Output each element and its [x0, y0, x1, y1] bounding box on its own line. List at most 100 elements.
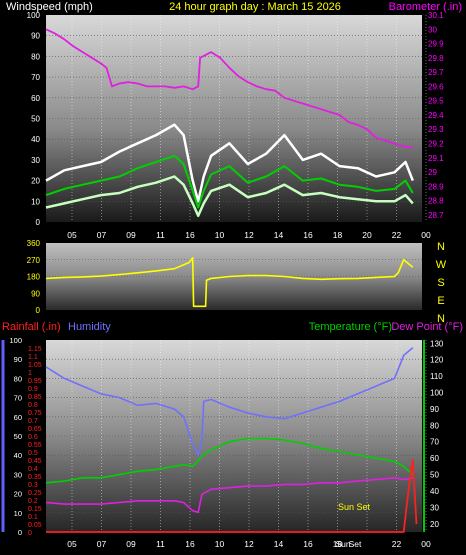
temperature-tick: 90 [430, 405, 439, 414]
hour-tick: 07 [97, 230, 107, 240]
humidity-tick: 0 [18, 528, 22, 537]
temperature-tick: 40 [430, 487, 439, 496]
compass-label: S [437, 277, 444, 289]
compass-label: N [437, 241, 445, 253]
barometer-tick: 29.6 [428, 82, 444, 91]
windspeed-tick: 0 [36, 218, 41, 227]
humidity-tick: 100 [9, 336, 22, 345]
humidity-tick: 10 [14, 509, 22, 518]
rainfall-tick: 0.7 [28, 418, 38, 425]
humidity-tick: 80 [14, 374, 22, 383]
rainfall-tick: 0.45 [28, 458, 42, 465]
direction-series [45, 257, 414, 308]
wind-avg-series [45, 154, 414, 209]
windspeed-axis-title: Windspeed (mph) [6, 1, 93, 13]
rainfall-tick: 0.55 [28, 442, 42, 449]
compass-label: W [436, 259, 447, 271]
compass-label: E [437, 295, 444, 307]
rainfall-tick: 0.95 [28, 378, 42, 385]
dew-point-axis-title: Dew Point (°F) [391, 321, 463, 333]
rainfall-tick: 0.15 [28, 506, 42, 513]
hour-tick: 00 [421, 230, 431, 240]
barometer-tick: 29.5 [428, 97, 444, 106]
windspeed-tick: 80 [31, 52, 40, 61]
rainfall-series [46, 459, 418, 533]
hour-tick: 10 [215, 230, 225, 240]
axis-ticks: 010203040506070809010028.728.828.92929.1… [1, 11, 447, 549]
compass-label: N [437, 313, 445, 325]
bottom-hour-tick: 05 [67, 539, 77, 549]
bottom-hour-tick: 07 [97, 539, 107, 549]
humidity-tick: 60 [14, 413, 22, 422]
bottom-hour-tick: 12 [244, 539, 254, 549]
humidity-tick: 90 [14, 355, 22, 364]
rainfall-tick: 0.4 [28, 466, 38, 473]
temperature-tick: 30 [430, 503, 439, 512]
windspeed-tick: 20 [31, 177, 40, 186]
rainfall-tick: 0.8 [28, 402, 38, 409]
rainfall-tick: 0.05 [28, 522, 42, 529]
barometer-tick: 29 [428, 168, 437, 177]
hour-tick: 16 [185, 230, 195, 240]
series-lines [45, 28, 418, 533]
barometer-axis-title: Barometer (.in) [389, 1, 462, 13]
barometer-tick: 28.9 [428, 182, 444, 191]
direction-tick: 180 [27, 273, 41, 282]
hour-tick: 05 [67, 230, 77, 240]
barometer-tick: 29.9 [428, 40, 444, 49]
hour-tick: 18 [333, 230, 343, 240]
bottom-hour-tick: 10 [215, 539, 225, 549]
sunset-annotation: Sun Set [338, 502, 371, 512]
windspeed-tick: 40 [31, 135, 40, 144]
rainfall-tick: 0.35 [28, 474, 42, 481]
barometer-series [45, 28, 413, 149]
temperature-tick: 60 [430, 454, 439, 463]
rainfall-tick: 0.75 [28, 410, 42, 417]
humidity-axis-title: Humidity [68, 321, 111, 333]
barometer-tick: 30.1 [428, 11, 444, 20]
barometer-tick: 29.1 [428, 154, 444, 163]
temperature-tick: 50 [430, 471, 439, 480]
bottom-hour-tick: 00 [421, 539, 431, 549]
temperature-series [45, 437, 414, 484]
temperature-tick: 110 [430, 372, 443, 381]
humidity-tick: 70 [14, 394, 22, 403]
hour-tick: 12 [244, 230, 254, 240]
rainfall-tick: 0.25 [28, 490, 42, 497]
hour-tick: 09 [126, 230, 136, 240]
temperature-tick: 20 [430, 520, 439, 529]
windspeed-tick: 90 [31, 32, 40, 41]
rainfall-tick: 0 [28, 530, 32, 537]
bottom-hour-tick: Set [349, 539, 362, 549]
windspeed-tick: 60 [31, 94, 40, 103]
temperature-tick: 100 [430, 389, 444, 398]
humidity-tick: 40 [14, 451, 22, 460]
barometer-tick: 28.7 [428, 211, 444, 220]
rainfall-tick: 0.9 [28, 386, 38, 393]
bottom-hour-tick: 18 [333, 539, 343, 549]
rainfall-tick: 1.15 [28, 346, 42, 353]
barometer-tick: 29.8 [428, 54, 444, 63]
direction-tick: 90 [31, 289, 40, 298]
windspeed-tick: 30 [31, 156, 40, 165]
wind-panel-background [46, 15, 422, 222]
barometer-tick: 29.2 [428, 139, 444, 148]
rainfall-tick: 1.05 [28, 362, 42, 369]
humidity-tick: 20 [14, 490, 22, 499]
wind-gust-series [45, 123, 414, 203]
barometer-tick: 28.8 [428, 197, 444, 206]
rainfall-tick: 0.65 [28, 426, 42, 433]
barometer-tick: 30 [428, 25, 437, 34]
hour-tick: 11 [156, 230, 165, 240]
rainfall-tick: 1 [28, 370, 32, 377]
bottom-hour-tick: Sun [335, 539, 350, 549]
direction-tick: 0 [36, 306, 41, 315]
rainfall-tick: 0.85 [28, 394, 42, 401]
humidity-series [45, 347, 414, 457]
bottom-hour-tick: 16 [185, 539, 195, 549]
hour-tick: 20 [362, 230, 372, 240]
rainfall-tick: 1.1 [28, 354, 38, 361]
direction-tick: 270 [27, 256, 41, 265]
barometer-tick: 29.4 [428, 111, 444, 120]
